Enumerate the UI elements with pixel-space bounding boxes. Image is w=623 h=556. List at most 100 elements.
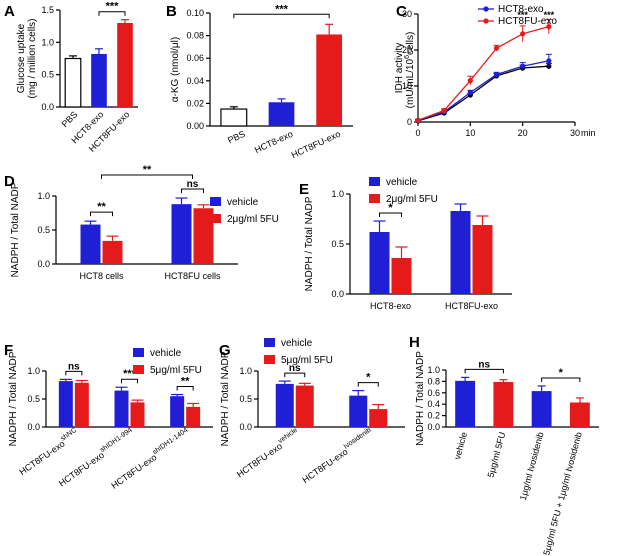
x-tick-label: HCT8FU cells xyxy=(164,271,221,281)
legend-label: vehicle xyxy=(386,177,418,188)
y-tick-label: 0.0 xyxy=(239,422,252,432)
bar-2 xyxy=(117,22,133,107)
legend-swatch-blue xyxy=(210,197,221,206)
y-axis-label-line: (mg / million cells) xyxy=(27,18,38,98)
legend-label: HCT8FU-exo xyxy=(498,16,557,27)
bar-blue-2 xyxy=(170,396,185,427)
y-axis-label: NADPH / Total NADP xyxy=(304,196,315,291)
significance-1: * xyxy=(541,367,581,382)
error-bar-0 xyxy=(229,106,238,110)
bar-blue-0 xyxy=(275,383,294,427)
x-tick-label-main: HCT8FU-exo xyxy=(300,447,349,486)
legend-swatch-blue xyxy=(133,348,144,357)
legend-marker-blue xyxy=(483,6,489,12)
y-tick-label: 1.0 xyxy=(239,366,252,376)
y-tick-label: 1.0 xyxy=(331,189,344,199)
significance-label: ** xyxy=(181,376,190,388)
bar-red-2 xyxy=(186,406,201,427)
bar-1 xyxy=(493,381,514,427)
y-axis-label-text: NADPH / Total NADP xyxy=(415,351,426,446)
y-tick-label: 0.10 xyxy=(186,8,204,18)
significance-bracket-line xyxy=(357,382,379,387)
error-bar-red-1 xyxy=(476,215,489,225)
significance-bracket-line xyxy=(90,211,113,217)
y-axis-label-text: α-KG (nmol/μl) xyxy=(170,37,181,102)
error-bar-red-1 xyxy=(197,204,210,209)
error-bar-1 xyxy=(95,48,103,54)
x-tick-label: HCT8FU-exo xyxy=(445,301,498,311)
panel-label: B xyxy=(166,3,177,20)
legend-marker-red xyxy=(483,18,489,24)
y-tick-label: 0.02 xyxy=(186,98,204,108)
x-tick-label: HCT8FU-exo xyxy=(290,129,342,160)
y-tick-label: 0.5 xyxy=(239,394,252,404)
error-bar-red-0 xyxy=(395,246,408,258)
legend-label: 2μg/ml 5FU xyxy=(227,214,279,225)
legend-swatch-red xyxy=(210,214,221,223)
y-tick-label: 0.0 xyxy=(27,422,40,432)
panel-label: A xyxy=(4,3,15,20)
legend-label: 5μg/ml 5FU xyxy=(150,365,202,376)
significance-bracket-line xyxy=(121,378,138,384)
error-bar-red-1 xyxy=(131,399,144,403)
y-tick-label: 0.0 xyxy=(37,259,50,269)
x-tick-label: 5μg/ml 5FU + 1μg/ml Ivosidenib xyxy=(541,431,584,556)
x-tick-label: 5μg/ml 5FU xyxy=(486,431,508,479)
error-bar-red-2 xyxy=(187,402,200,407)
significance-label: * xyxy=(559,367,564,379)
panel-label: D xyxy=(4,173,15,190)
legend-label: PBS xyxy=(498,0,518,3)
error-bar-blue-0 xyxy=(278,380,291,384)
y-axis-label-text: NADPH / Total NADP xyxy=(10,182,21,277)
bar-3 xyxy=(569,402,590,427)
bar-1 xyxy=(268,102,295,126)
x-tick-label: 30 xyxy=(570,128,580,138)
y-axis-label: α-KG (nmol/μl) xyxy=(170,37,181,102)
significance-label: ns xyxy=(289,363,301,374)
error-bar-blue-0 xyxy=(373,220,386,232)
y-tick-label: 0.0 xyxy=(41,102,54,112)
x-tick-label: 1μg/ml Ivosidenib xyxy=(518,431,546,501)
x-tick-label: HCT8 cells xyxy=(79,271,124,281)
error-bar-1 xyxy=(499,379,508,382)
y-tick-label: 0.5 xyxy=(37,225,50,235)
significance-label: ns xyxy=(187,179,199,190)
y-tick-label: 0.08 xyxy=(186,31,204,41)
y-tick-label: 0.0 xyxy=(331,289,344,299)
x-tick-label-superscript: shIDH1-1404 xyxy=(152,427,190,456)
y-tick-label: 20 xyxy=(402,45,412,55)
y-axis-label: NADPH / Total NADP xyxy=(10,182,21,277)
x-tick-label-superscript: vehicle xyxy=(277,427,299,445)
x-tick-label-main: HCT8FU-exo xyxy=(17,438,66,477)
bar-blue-0 xyxy=(58,381,73,427)
significance-bracket-line xyxy=(284,372,306,378)
error-bar-red-0 xyxy=(106,235,119,241)
panel-label: G xyxy=(219,342,231,359)
x-tick-label: 20 xyxy=(518,128,528,138)
series-line-blue xyxy=(417,60,549,122)
y-tick-label: 1.0 xyxy=(41,37,54,47)
error-bar-2 xyxy=(121,19,129,23)
x-tick-label: HCT8-exo xyxy=(253,129,294,155)
series-line-red xyxy=(417,25,550,121)
x-tick-label: HCT8FU-exovehicle xyxy=(234,427,302,480)
bar-red-1 xyxy=(130,402,145,427)
legend-swatch-red xyxy=(133,365,144,374)
bar-0 xyxy=(64,57,82,108)
data-point-blue xyxy=(493,71,500,78)
y-tick-label: 0.6 xyxy=(427,388,440,398)
bar-blue-1 xyxy=(171,204,192,264)
x-tick-label: 10 xyxy=(465,128,475,138)
error-bar-1 xyxy=(277,98,286,103)
y-tick-label: 1.5 xyxy=(41,5,54,15)
data-point-red xyxy=(493,45,500,51)
legend-swatch-red xyxy=(369,194,380,203)
x-tick-label-main: HCT8FU-exo xyxy=(235,441,284,480)
panel-label: F xyxy=(4,342,13,359)
significance-0: ** xyxy=(90,201,113,217)
y-tick-label: 1.0 xyxy=(27,366,40,376)
significance-0: *** xyxy=(233,3,330,19)
